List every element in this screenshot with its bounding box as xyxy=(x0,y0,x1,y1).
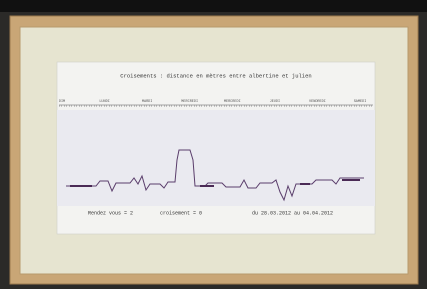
day-label: MERCREDI xyxy=(181,100,198,104)
day-label: SAMEDI xyxy=(354,100,367,104)
photo: Croisements : distance en mètres entre a… xyxy=(0,0,427,289)
day-label: MARDI xyxy=(142,100,153,104)
day-label: DIM xyxy=(59,100,65,104)
day-label: MERCREDI xyxy=(224,100,241,104)
plot-area xyxy=(57,110,375,206)
period: du 28.03.2012 au 04.04.2012 xyxy=(252,210,333,216)
rendezvous: Rendez vous = 2 xyxy=(88,210,133,216)
top-band xyxy=(0,0,427,12)
croisement: croisement = 0 xyxy=(160,210,202,216)
day-label: JEUDI xyxy=(270,100,281,104)
title: Croisements : distance en mètres entre a… xyxy=(120,72,311,79)
day-label: LUNDI xyxy=(99,100,110,104)
day-label: VENDREDI xyxy=(309,100,326,104)
